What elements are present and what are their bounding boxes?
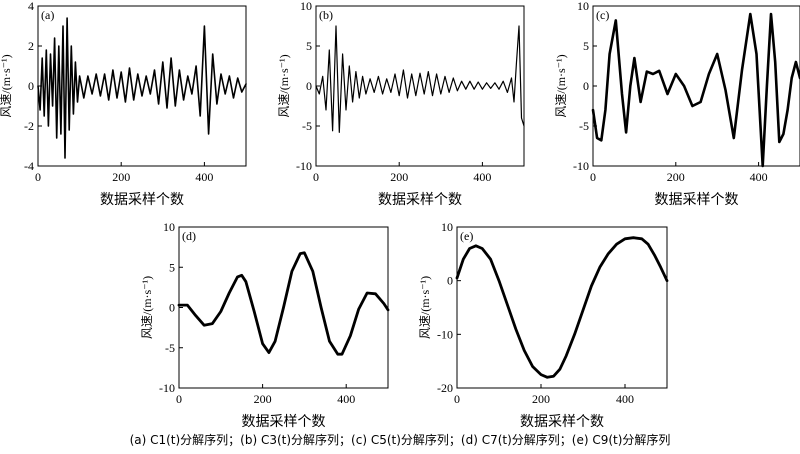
y-tick-label: 10 [441, 220, 453, 234]
panel-1: 0 200 400 -4 -2 0 2 4 (a) 数据采样个数 风速/(m·s⁻¹) [0, 0, 247, 208]
plot-frame [456, 226, 668, 389]
x-axis-label: 数据采样个数 [242, 414, 326, 430]
series-line [591, 12, 800, 168]
x-tick-label: 0 [454, 392, 460, 406]
x-tick-label: 0 [313, 170, 319, 184]
x-tick-label: 400 [195, 170, 213, 184]
x-tick-label: 400 [473, 170, 491, 184]
y-tick-label: -20 [437, 381, 453, 395]
panel-4: 0 200 400 -10 -5 0 5 10 (d) 数据采样个数 风速/(m·s⁻¹) [140, 220, 390, 430]
x-tick-label: 0 [590, 170, 596, 184]
y-tick-label: -10 [159, 381, 175, 395]
x-axis-label: 数据采样个数 [655, 192, 739, 208]
x-tick-label: 200 [112, 170, 130, 184]
x-axis-label: 数据采样个数 [378, 192, 462, 208]
y-tick-label: 4 [28, 0, 34, 13]
y-tick-label: -5 [165, 341, 175, 355]
y-axis-label: 风速/(m·s⁻¹) [140, 276, 154, 339]
panel-5: 0 200 400 -20 -10 0 10 (e) 数据采样个数 风速/(m·s⁻¹) [418, 220, 669, 430]
x-tick-label: 0 [35, 170, 41, 184]
x-tick-label: 200 [532, 392, 550, 406]
y-tick-label: -2 [24, 119, 34, 133]
x-tick-label: 200 [254, 392, 272, 406]
panel-tag: (a) [41, 8, 54, 22]
y-tick-label: -10 [437, 327, 453, 341]
figure-caption: (a) C1(t)分解序列；(b) C3(t)分解序列；(c) C5(t)分解序… [129, 433, 671, 447]
y-tick-label: 5 [306, 39, 312, 53]
y-tick-label: 0 [583, 79, 589, 93]
y-tick-label: -5 [302, 119, 312, 133]
y-tick-label: 0 [169, 301, 175, 315]
y-tick-label: 0 [306, 79, 312, 93]
y-tick-label: 5 [169, 260, 175, 274]
x-tick-label: 200 [390, 170, 408, 184]
y-axis-label: 风速/(m·s⁻¹) [418, 276, 432, 339]
panel-3: 0 200 400 -10 -5 0 5 10 (c) 数据采样个数 风速/(m·s⁻¹) [554, 0, 800, 208]
x-tick-label: 400 [616, 392, 634, 406]
panel-tag: (c) [596, 8, 609, 22]
y-tick-label: 0 [447, 274, 453, 288]
panel-2: 0 200 400 -10 -5 0 5 10 (b) 数据采样个数 风速/(m·s⁻¹) [277, 0, 525, 208]
series-line [455, 236, 669, 379]
y-tick-label: -4 [24, 159, 34, 173]
x-tick-label: 0 [176, 392, 182, 406]
series-line [37, 17, 247, 159]
panel-tag: (e) [460, 229, 473, 243]
y-tick-label: 0 [28, 79, 34, 93]
panel-tag: (d) [182, 229, 196, 243]
x-axis-label: 数据采样个数 [100, 192, 184, 208]
y-tick-label: -5 [579, 119, 589, 133]
x-tick-label: 200 [667, 170, 685, 184]
y-tick-label: -10 [296, 159, 312, 173]
y-tick-label: 10 [300, 0, 312, 13]
x-tick-label: 400 [750, 170, 768, 184]
y-axis-label: 风速/(m·s⁻¹) [0, 54, 13, 117]
y-tick-label: 10 [577, 0, 589, 13]
series-line [177, 251, 390, 356]
y-tick-label: 10 [163, 220, 175, 234]
y-tick-label: 5 [583, 39, 589, 53]
panel-tag: (b) [319, 8, 333, 22]
y-axis-label: 风速/(m·s⁻¹) [554, 54, 568, 117]
x-axis-label: 数据采样个数 [520, 414, 604, 430]
x-tick-label: 400 [337, 392, 355, 406]
series-line [315, 25, 525, 133]
y-tick-label: -10 [573, 159, 589, 173]
y-axis-label: 风速/(m·s⁻¹) [277, 54, 291, 117]
y-tick-label: 2 [28, 39, 34, 53]
